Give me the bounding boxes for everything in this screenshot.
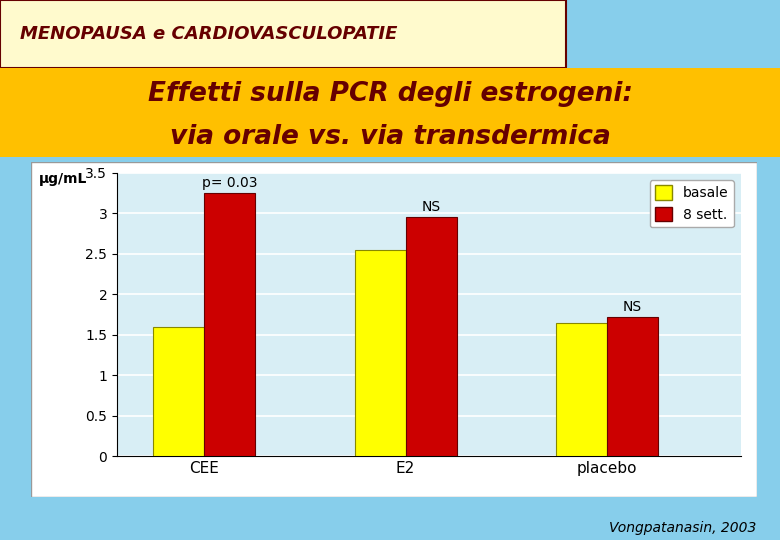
Text: μg/mL: μg/mL: [38, 172, 87, 186]
Text: MENOPAUSA e CARDIOVASCULOPATIE: MENOPAUSA e CARDIOVASCULOPATIE: [20, 25, 397, 43]
Bar: [607, 317, 658, 456]
Bar: [153, 327, 204, 456]
Bar: [355, 249, 406, 456]
Legend: basale, 8 sett.: basale, 8 sett.: [650, 180, 734, 227]
Bar: [406, 217, 456, 456]
Text: NS: NS: [421, 200, 441, 214]
Text: via orale vs. via transdermica: via orale vs. via transdermica: [169, 124, 611, 150]
Bar: [0, 0, 566, 68]
Bar: [556, 322, 607, 456]
Text: NS: NS: [622, 300, 642, 314]
Text: Vongpatanasin, 2003: Vongpatanasin, 2003: [609, 521, 757, 535]
Text: Effetti sulla PCR degli estrogeni:: Effetti sulla PCR degli estrogeni:: [147, 81, 633, 107]
Bar: [204, 193, 255, 456]
Text: p= 0.03: p= 0.03: [202, 176, 257, 190]
